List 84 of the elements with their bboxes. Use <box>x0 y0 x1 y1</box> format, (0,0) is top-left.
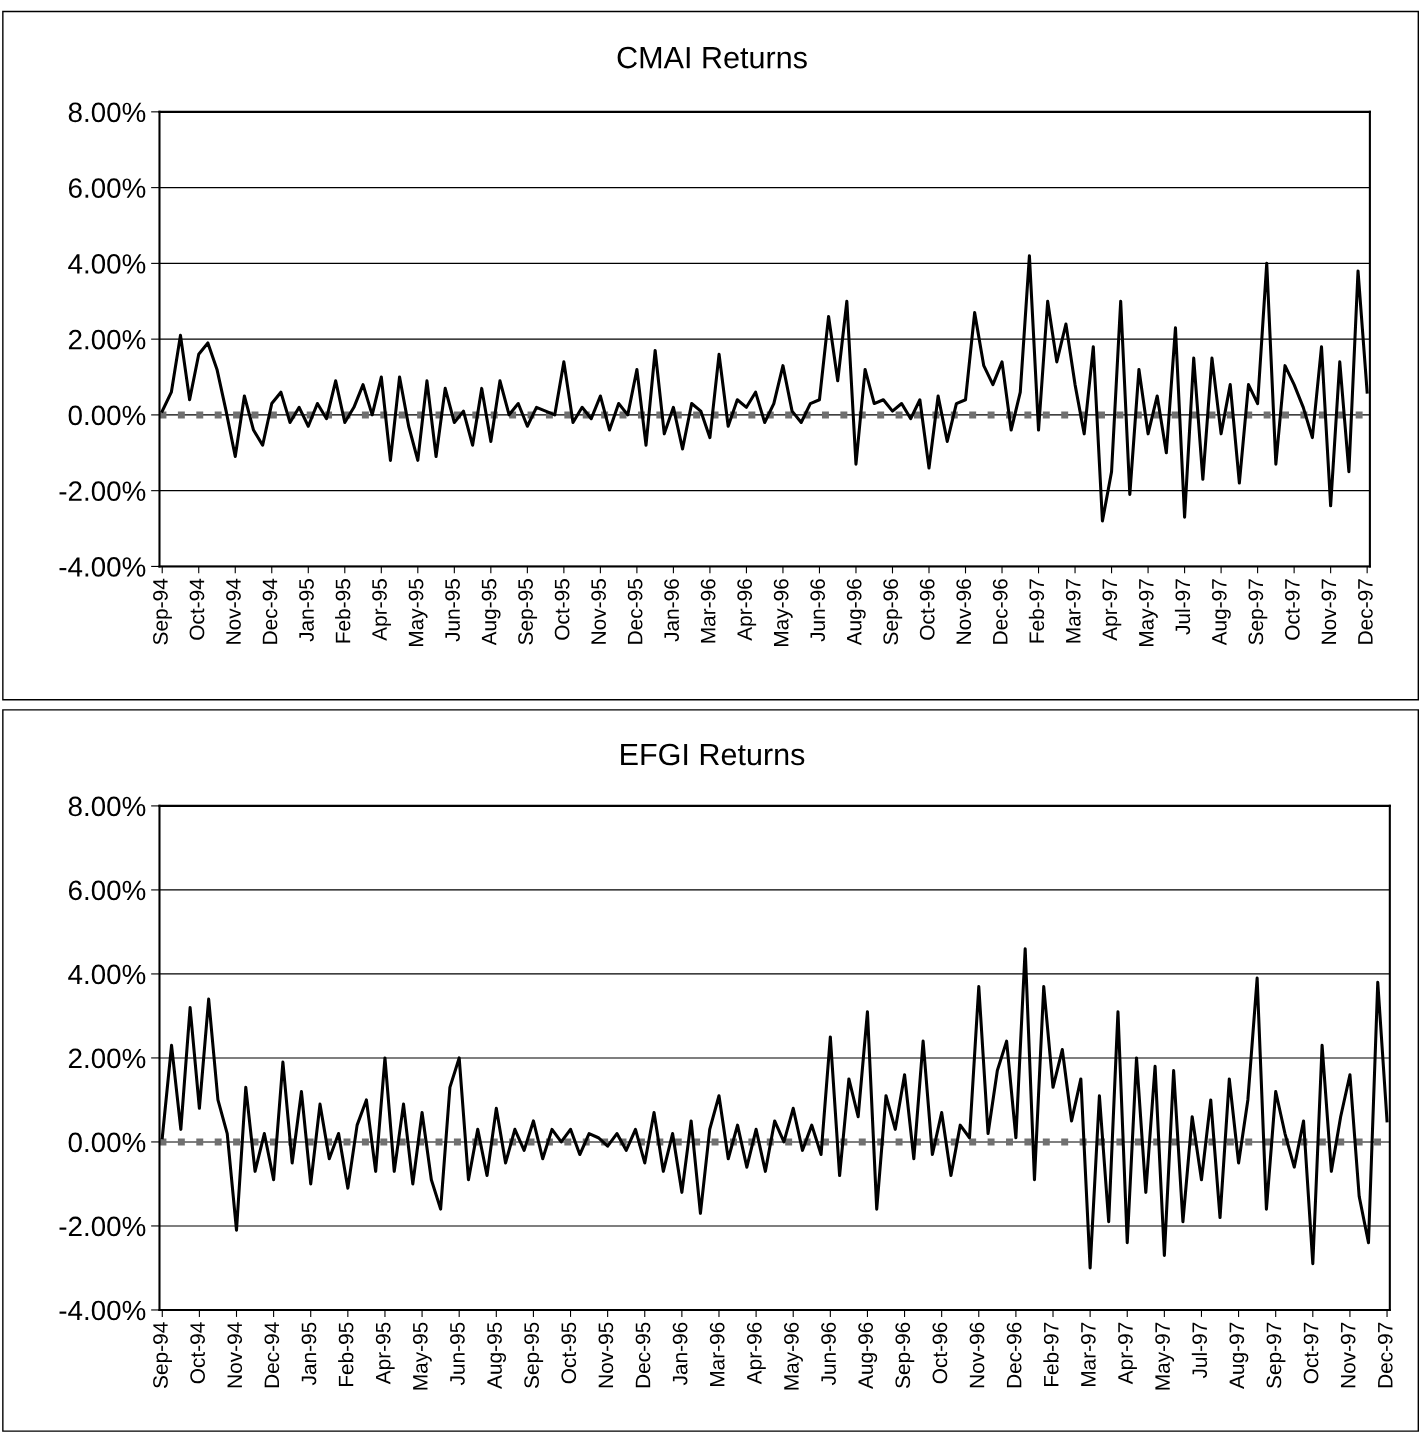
x-tick-label: May-96 <box>773 579 793 646</box>
y-tick-label: 0.00% <box>68 1132 146 1153</box>
x-tick-label: Sep-97 <box>1266 1322 1286 1388</box>
x-tick-label: Mar-97 <box>1065 579 1081 643</box>
x-tick-label: Apr-97 <box>1102 579 1122 641</box>
chart-title: EFGI Returns <box>621 743 805 766</box>
x-tick-label: Jan-96 <box>664 579 679 642</box>
x-tick-label: Jan-95 <box>301 1322 317 1386</box>
chart-title: CMAI Returns <box>617 46 807 69</box>
y-tick-label: 4.00% <box>68 254 146 274</box>
x-tick-label: Sep-97 <box>1248 579 1268 645</box>
y-tick-label: 6.00% <box>68 880 146 901</box>
x-tick-label: Dec-96 <box>1006 1322 1022 1388</box>
x-tick-label: Nov-95 <box>598 1322 614 1388</box>
x-tick-label: Aug-96 <box>858 1322 878 1389</box>
y-tick-label: -2.00% <box>59 1216 146 1237</box>
x-tick-label: Jun-95 <box>445 579 460 642</box>
x-tick-label: Nov-97 <box>1340 1322 1356 1388</box>
x-tick-label: Mar-96 <box>700 579 716 643</box>
x-tick-label: Dec-95 <box>635 1322 651 1388</box>
x-tick-label: Nov-96 <box>969 1322 985 1388</box>
x-tick-label: Dec-95 <box>627 579 643 644</box>
x-tick-label: Mar-97 <box>1080 1322 1096 1387</box>
x-tick-label: Oct-97 <box>1284 579 1300 640</box>
x-tick-label: Sep-94 <box>153 578 172 645</box>
x-tick-label: Aug-97 <box>1229 1322 1249 1389</box>
x-tick-label: Dec-94 <box>264 1322 280 1388</box>
x-tick-label: Sep-96 <box>883 579 903 645</box>
x-tick-label: Aug-96 <box>846 579 866 646</box>
x-tick-label: Oct-94 <box>189 578 205 640</box>
x-tick-label: Oct-97 <box>1303 1322 1319 1384</box>
x-tick-label: Jun-95 <box>450 1322 465 1386</box>
x-tick-label: Apr-96 <box>746 1322 766 1385</box>
y-tick-label: 0.00% <box>68 405 146 426</box>
y-tick-label: 8.00% <box>68 102 146 123</box>
x-tick-label: May-97 <box>1155 1322 1175 1390</box>
y-tick-label: -4.00% <box>59 1300 146 1321</box>
x-tick-label: Mar-96 <box>709 1322 725 1387</box>
x-tick-label: Jul-97 <box>1174 579 1191 635</box>
x-tick-label: Dec-97 <box>1377 1322 1393 1388</box>
x-tick-label: Oct-96 <box>919 579 935 640</box>
x-tick-label: Dec-94 <box>262 578 278 644</box>
x-tick-label: Apr-95 <box>372 579 392 641</box>
x-tick-label: Apr-97 <box>1118 1322 1137 1385</box>
x-tick-label: Feb-95 <box>335 579 351 643</box>
x-tick-label: Dec-97 <box>1357 579 1373 644</box>
x-tick-label: Aug-95 <box>481 579 501 646</box>
y-tick-label: -4.00% <box>59 557 146 577</box>
y-tick-label: 2.00% <box>68 1048 146 1069</box>
x-tick-label: Oct-94 <box>190 1322 205 1384</box>
x-tick-label: May-97 <box>1138 579 1158 646</box>
y-tick-label: 4.00% <box>68 964 146 985</box>
x-tick-label: May-95 <box>412 1322 432 1390</box>
x-tick-label: Dec-96 <box>992 579 1008 644</box>
y-tick-label: 8.00% <box>68 796 146 817</box>
y-tick-label: -2.00% <box>59 481 146 502</box>
x-tick-label: Oct-96 <box>932 1322 948 1384</box>
x-tick-label: Sep-94 <box>153 1322 172 1388</box>
x-tick-label: Oct-95 <box>561 1322 577 1384</box>
x-tick-label: Sep-95 <box>524 1322 544 1388</box>
x-tick-label: Jun-96 <box>810 579 826 642</box>
x-tick-label: May-95 <box>408 579 428 646</box>
x-tick-label: Oct-95 <box>554 579 570 640</box>
x-tick-label: Aug-97 <box>1211 579 1231 646</box>
y-tick-label: 2.00% <box>68 329 146 350</box>
x-tick-label: Nov-95 <box>591 579 606 644</box>
x-tick-label: Jul-97 <box>1191 1322 1208 1379</box>
x-tick-label: Feb-95 <box>338 1322 354 1387</box>
x-tick-label: Sep-95 <box>518 579 538 645</box>
x-tick-label: May-96 <box>784 1322 803 1390</box>
x-tick-label: Nov-97 <box>1321 579 1337 644</box>
x-tick-label: Feb-97 <box>1028 579 1045 643</box>
y-tick-label: 6.00% <box>68 178 146 198</box>
x-tick-label: Jun-96 <box>821 1322 836 1386</box>
x-tick-label: Apr-96 <box>737 579 757 641</box>
x-tick-label: Feb-97 <box>1043 1322 1059 1387</box>
x-tick-label: Apr-95 <box>375 1322 395 1385</box>
x-tick-label: Jan-96 <box>672 1322 688 1386</box>
x-tick-label: Aug-95 <box>487 1322 507 1389</box>
x-tick-label: Nov-96 <box>956 579 972 644</box>
x-tick-label: Nov-94 <box>227 1322 243 1388</box>
x-tick-label: Jan-95 <box>299 579 314 642</box>
x-tick-label: Nov-94 <box>226 578 241 644</box>
x-tick-label: Sep-96 <box>895 1322 915 1388</box>
